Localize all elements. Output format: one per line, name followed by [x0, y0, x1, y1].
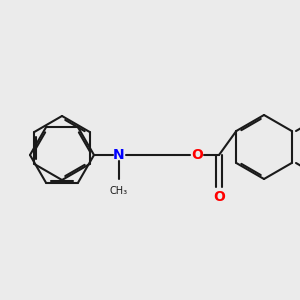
- Text: CH₃: CH₃: [110, 186, 128, 196]
- Text: O: O: [191, 148, 203, 162]
- Text: O: O: [213, 190, 225, 204]
- Text: N: N: [113, 148, 125, 162]
